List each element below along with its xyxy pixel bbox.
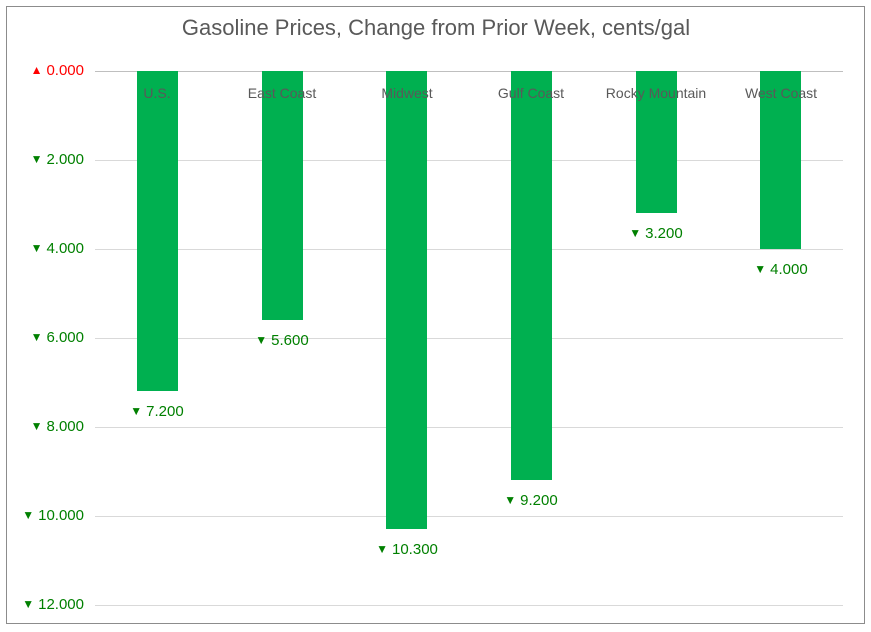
gridline — [95, 516, 843, 517]
bar-midwest — [386, 71, 427, 529]
gridline — [95, 427, 843, 428]
bar-rocky-mountain — [636, 71, 677, 213]
down-triangle-icon: ▼ — [30, 419, 43, 433]
y-tick-value: 12.000 — [38, 596, 84, 613]
gridline — [95, 160, 843, 161]
data-label: ▼ 7.200 — [92, 403, 222, 420]
gridline — [95, 338, 843, 339]
data-label: ▼ 3.200 — [591, 225, 721, 242]
y-axis-tick-label: ▼ 6.000 — [0, 328, 84, 348]
down-triangle-icon: ▼ — [504, 493, 517, 507]
chart-title: Gasoline Prices, Change from Prior Week,… — [181, 15, 691, 40]
bar-east-coast — [262, 71, 303, 320]
down-triangle-icon: ▼ — [30, 152, 43, 166]
y-axis-tick-label: ▼ 8.000 — [0, 417, 84, 437]
down-triangle-icon: ▼ — [30, 241, 43, 255]
gridline — [95, 71, 843, 72]
down-triangle-icon: ▼ — [130, 404, 143, 418]
data-label: ▼ 10.300 — [342, 541, 472, 558]
data-label: ▼ 9.200 — [466, 492, 596, 509]
y-axis-tick-label: ▼ 4.000 — [0, 239, 84, 259]
up-triangle-icon: ▲ — [30, 63, 43, 77]
category-label: Midwest — [381, 85, 433, 101]
data-label-value: 10.300 — [392, 541, 438, 558]
y-tick-value: 6.000 — [46, 329, 84, 346]
y-axis-tick-label: ▼ 2.000 — [0, 150, 84, 170]
category-label: Gulf Coast — [497, 85, 565, 101]
data-label-value: 5.600 — [271, 332, 309, 349]
down-triangle-icon: ▼ — [22, 508, 35, 522]
gridline — [95, 605, 843, 606]
bar-u-s — [137, 71, 178, 391]
down-triangle-icon: ▼ — [629, 226, 642, 240]
down-triangle-icon: ▼ — [754, 262, 767, 276]
category-label: East Coast — [247, 85, 317, 101]
data-label-value: 7.200 — [146, 403, 184, 420]
data-label: ▼ 4.000 — [716, 261, 846, 278]
data-label-value: 3.200 — [645, 225, 683, 242]
y-tick-value: 8.000 — [46, 418, 84, 435]
category-label: Rocky Mountain — [605, 85, 707, 101]
down-triangle-icon: ▼ — [22, 597, 35, 611]
y-tick-value: 10.000 — [38, 507, 84, 524]
bar-west-coast — [760, 71, 801, 249]
y-axis-tick-label: ▼ 10.000 — [0, 506, 84, 526]
bar-gulf-coast — [511, 71, 552, 480]
gridline — [95, 249, 843, 250]
down-triangle-icon: ▼ — [30, 330, 43, 344]
y-tick-value: 4.000 — [46, 240, 84, 257]
chart-frame — [6, 6, 865, 624]
category-label: West Coast — [744, 85, 818, 101]
data-label-value: 4.000 — [770, 261, 808, 278]
y-axis-tick-label: ▼ 12.000 — [0, 595, 84, 615]
y-tick-value: 2.000 — [46, 151, 84, 168]
down-triangle-icon: ▼ — [376, 542, 388, 556]
down-triangle-icon: ▼ — [255, 333, 268, 347]
y-axis-tick-label: ▲ 0.000 — [0, 61, 84, 81]
data-label: ▼ 5.600 — [217, 332, 347, 349]
data-label-value: 9.200 — [520, 492, 558, 509]
y-tick-value: 0.000 — [46, 62, 84, 79]
category-label: U.S. — [143, 85, 171, 101]
